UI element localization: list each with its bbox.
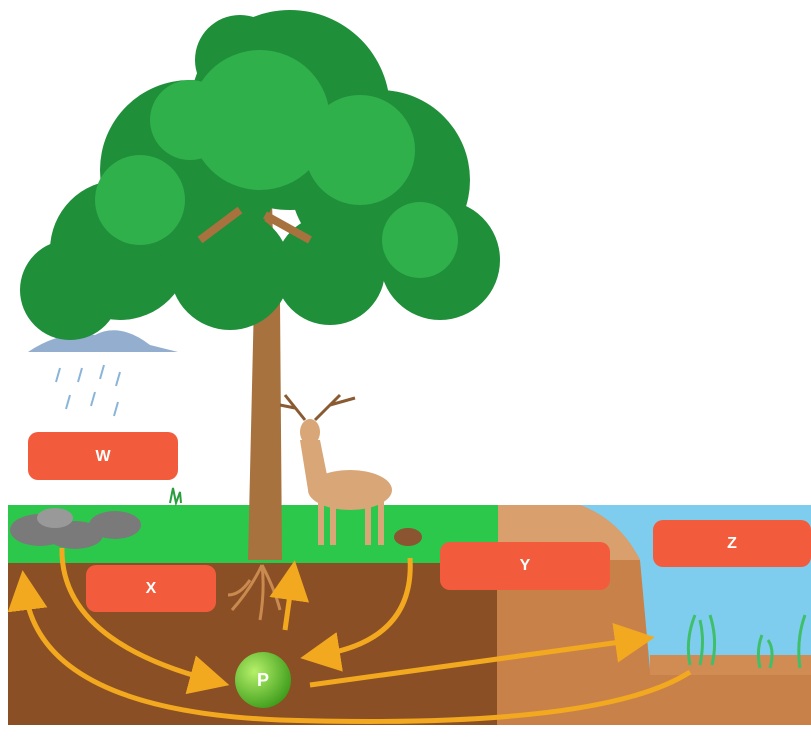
nutrient-label: P: [257, 670, 269, 690]
page: W X Y Z P (() => { const data = JSON.par…: [0, 0, 811, 740]
label: X: [146, 580, 157, 597]
diagram: W X Y Z P: [0, 0, 811, 740]
label: W: [95, 448, 111, 465]
label: Y: [520, 557, 531, 574]
lake-bed: [650, 655, 811, 675]
sprout: [170, 488, 181, 503]
rain: [56, 365, 120, 416]
dung: [394, 528, 422, 546]
label: Z: [727, 535, 737, 552]
